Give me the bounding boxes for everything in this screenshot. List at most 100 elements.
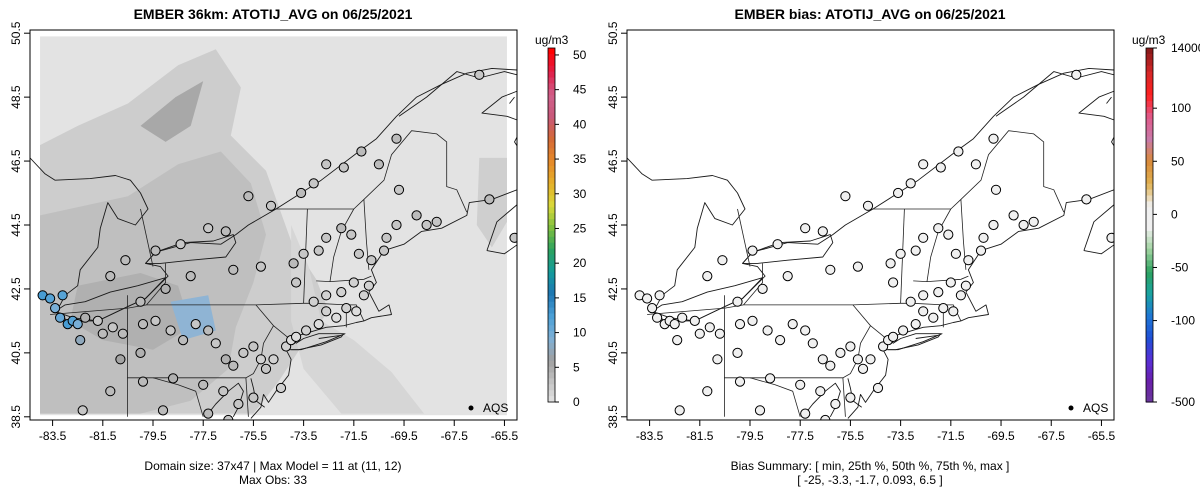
state-boundary [245, 377, 249, 417]
colorbar-segment [1146, 118, 1153, 126]
station-point [893, 187, 904, 199]
basemap-layer [627, 67, 1114, 419]
colorbar-segment [1146, 378, 1153, 385]
colorbar-segment [548, 272, 555, 279]
station-point [825, 360, 836, 371]
station-point [918, 306, 929, 317]
colorbar-segment [548, 384, 555, 391]
colorbar-segment [548, 213, 555, 220]
colorbar-segment [1146, 124, 1153, 132]
station-point [960, 280, 972, 291]
colorbar-segment [1146, 95, 1153, 102]
station-point [800, 325, 811, 336]
colorbar-segment [548, 189, 555, 197]
colorbar-segment [548, 289, 555, 297]
colorbar-segment [548, 378, 555, 385]
x-axis-ticks: -83.5 -81.5 -79.5 -77.5 -75.5 -73.5 -71.5 -69.5… [636, 420, 1115, 443]
colorbar-segment [548, 201, 555, 208]
colorbar-segment [1146, 343, 1153, 350]
station-point [689, 315, 700, 326]
coastline [1083, 204, 1114, 255]
station-point [918, 232, 929, 243]
colorbar-segment [1146, 266, 1153, 273]
colorbar-segment [548, 266, 555, 273]
station-point [353, 248, 364, 259]
colorbar-segment [1146, 260, 1153, 267]
y-tick-label: 44.5 [606, 213, 620, 237]
x-tick-label: -79.5 [736, 429, 764, 443]
state-boundary [316, 275, 372, 283]
station-point [203, 223, 214, 234]
colorbar-segment [548, 112, 555, 120]
station-point [800, 408, 811, 419]
colorbar-segment [548, 230, 555, 238]
station-point [296, 187, 307, 199]
colorbar-segment [1146, 107, 1153, 114]
colorbar-segment [548, 219, 555, 226]
station-point [830, 398, 841, 410]
colorbar-segment [548, 177, 555, 185]
station-point [1106, 232, 1114, 243]
station-point [702, 271, 713, 282]
station-point [341, 303, 352, 314]
colorbar-tick-label: 14000 [1171, 41, 1200, 55]
station-point [988, 133, 999, 144]
colorbar-segment [1146, 53, 1153, 61]
colorbar-segment [548, 118, 555, 126]
station-point [647, 303, 658, 314]
station-point [338, 162, 349, 173]
coastline [509, 96, 515, 104]
station-point [50, 303, 61, 314]
y-tick-label: 46.5 [9, 149, 23, 173]
station-point [391, 219, 402, 231]
colorbar-segment [1146, 384, 1153, 391]
station-point [840, 191, 851, 202]
station-point [373, 159, 384, 170]
colorbar-segment [548, 390, 555, 397]
station-point [393, 184, 405, 195]
colorbar-segment [1146, 372, 1153, 379]
colorbar-segment [1146, 65, 1153, 73]
station-point [963, 255, 974, 266]
colorbar-segment [548, 183, 555, 191]
colorbar-segment [1146, 313, 1153, 320]
station-point [734, 376, 746, 387]
colorbar-segment [548, 124, 555, 132]
colorbar-segment [548, 171, 555, 179]
colorbar-tick-label: 45 [573, 83, 587, 97]
colorbar-segment [548, 65, 555, 73]
station-point [933, 223, 944, 234]
station-point [411, 210, 422, 221]
state-boundary [926, 208, 952, 282]
colorbar-segment [1146, 71, 1153, 79]
state-boundary [913, 275, 969, 283]
colorbar-tick-label: 35 [573, 152, 587, 166]
station-point [321, 232, 332, 243]
colorbar-segment [1146, 307, 1153, 315]
station-point [928, 312, 939, 323]
y-axis-ticks: 38.5 40.5 42.5 44.5 46.5 48.5 50.5 [9, 21, 30, 428]
station-point [918, 290, 929, 301]
station-point [72, 319, 83, 330]
station-point [105, 271, 116, 282]
colorbar-segment [548, 236, 555, 244]
station-point [45, 293, 56, 304]
colorbar-segment [1146, 154, 1153, 161]
station-point [391, 133, 402, 144]
station-point [336, 287, 347, 298]
station-point [970, 159, 982, 170]
colorbar-segment [1146, 177, 1153, 185]
colorbar-segment [548, 77, 555, 84]
caption-line-2: [ -25, -3.3, -1.7, 0.093, 6.5 ] [797, 473, 942, 487]
colorbar-frame [547, 47, 556, 403]
colorbar-segment [548, 278, 555, 285]
colorbar-segment [1146, 219, 1153, 226]
colorbar-segment [1146, 366, 1153, 374]
colorbar-segment [1146, 230, 1153, 238]
station-point [150, 315, 161, 326]
station-point [220, 354, 231, 365]
colorbar-tick-label: 50 [573, 48, 587, 62]
colorbar-frame [1145, 47, 1154, 403]
colorbar-segment [548, 343, 555, 350]
x-tick-label: -71.5 [937, 429, 965, 443]
